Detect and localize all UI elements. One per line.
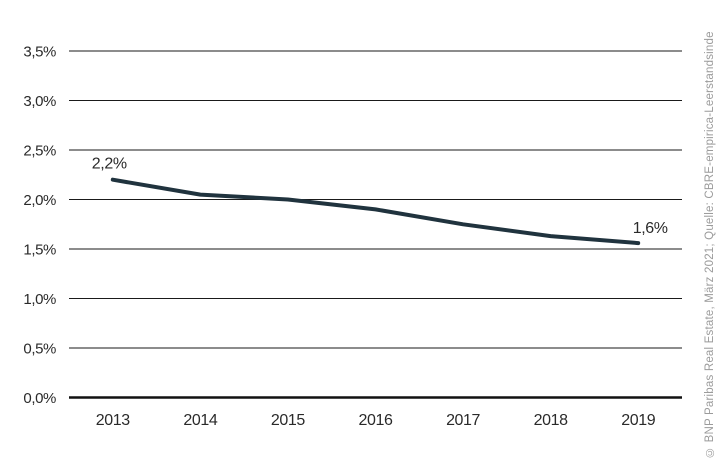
series-polyline: [110, 177, 641, 246]
y-tick-label: 3,0%: [23, 93, 56, 110]
y-tick-label: 1,0%: [23, 291, 56, 308]
y-tick-label: 2,5%: [23, 143, 56, 160]
y-tick-label: 0,5%: [23, 341, 56, 358]
x-axis-year-labels: 2013 2014 2015 2016 2017 2018 2019: [96, 412, 656, 429]
first-point-label: 2,2%: [92, 156, 127, 173]
copyright-source-note: © BNP Paribas Real Estate, März 2021; Qu…: [704, 31, 716, 458]
year-label: 2018: [534, 412, 568, 429]
y-tick-label: 0,0%: [23, 390, 56, 407]
year-label: 2015: [271, 412, 305, 429]
year-label: 2016: [359, 412, 393, 429]
year-label: 2013: [96, 412, 130, 429]
last-point-label: 1,6%: [633, 220, 668, 237]
last-point-label-bg: [628, 216, 673, 237]
vacancy-rate-series-line: [110, 177, 641, 246]
data-point-labels: 2,2% 1,6%: [89, 150, 673, 237]
first-point-label-bg: [89, 150, 137, 172]
year-label: 2019: [621, 412, 655, 429]
y-axis-tick-labels: 3,5% 3,0% 2,5% 2,0% 1,5% 1,0% 0,5% 0,0%: [23, 44, 56, 408]
y-tick-label: 2,0%: [23, 192, 56, 209]
year-label: 2014: [183, 412, 217, 429]
year-label: 2017: [446, 412, 480, 429]
gridlines: [69, 50, 682, 349]
y-tick-label: 1,5%: [23, 242, 56, 259]
y-tick-label: 3,5%: [23, 44, 56, 61]
